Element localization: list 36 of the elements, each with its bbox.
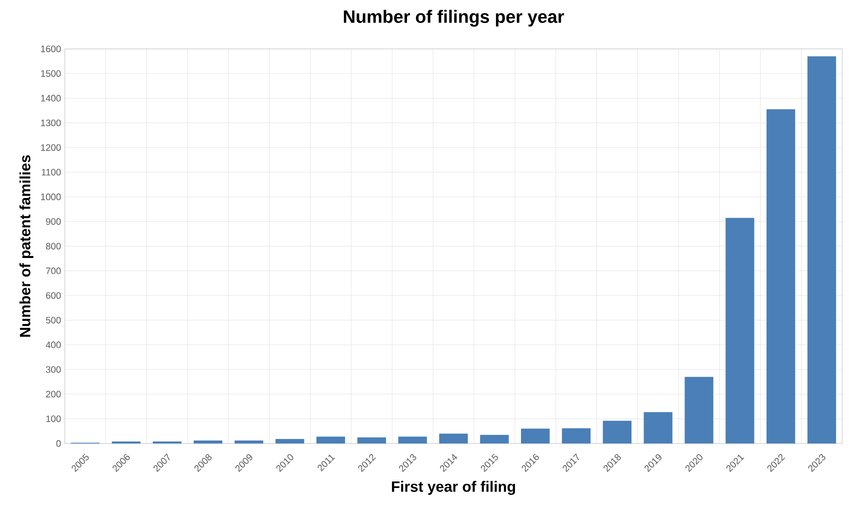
y-axis-title: Number of patent families [19,155,34,337]
y-tick-label: 1200 [41,144,61,151]
y-tick-label: 200 [46,390,61,398]
bar [194,440,222,444]
bar [602,420,632,444]
bar [807,56,836,444]
y-tick-label: 100 [46,415,61,422]
y-tick-label: 600 [46,292,61,299]
bar [521,428,550,444]
y-tick-label: 1500 [41,70,61,77]
chart-title: Number of filings per year [344,10,564,27]
bar [316,436,346,444]
y-tick-label: 1000 [41,193,61,200]
bar [644,412,672,444]
y-tick-label: 500 [46,316,61,324]
y-tick-label: 1300 [41,119,61,126]
y-tick-label: 400 [46,341,61,348]
bar [276,438,304,444]
y-tick-label: 1400 [41,94,61,102]
bar [439,434,468,444]
bar [684,376,714,444]
y-tick-label: 300 [46,366,61,373]
x-axis-title: First year of filing [392,480,516,495]
bar [398,436,427,444]
bar [766,109,796,444]
y-tick-label: 900 [46,218,61,225]
y-tick-label: 1100 [42,168,61,176]
y-tick-label: 1600 [41,46,61,52]
bar [234,440,264,444]
y-tick-label: 0 [56,440,61,447]
bar [562,428,591,444]
bar [480,434,509,444]
y-tick-label: 800 [46,242,61,250]
bar [726,218,754,444]
y-tick-label: 700 [46,267,61,274]
bar [357,437,386,444]
